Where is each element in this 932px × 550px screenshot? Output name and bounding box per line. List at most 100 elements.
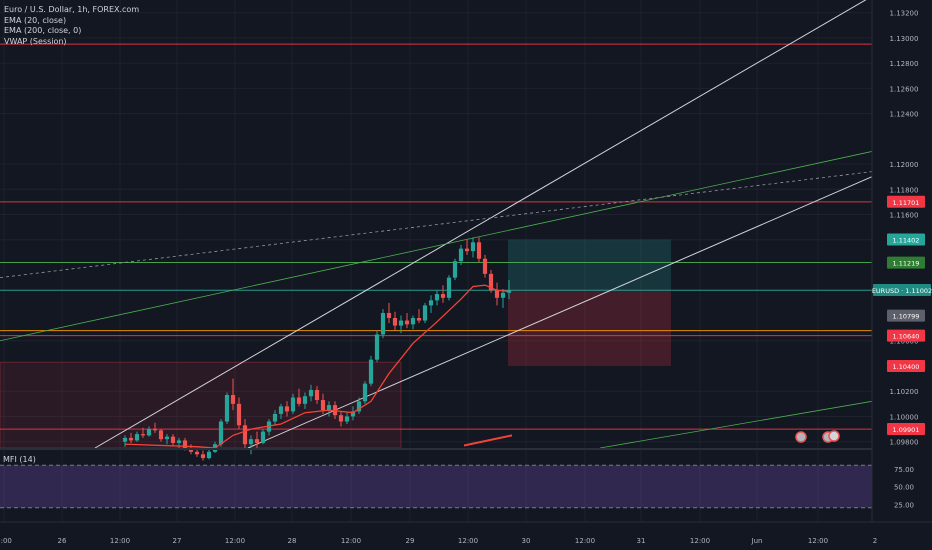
candle-body — [218, 421, 224, 445]
candle — [164, 434, 170, 445]
time-tick-label: 31 — [637, 537, 646, 545]
candle-body — [476, 242, 482, 259]
lower-green-line — [599, 400, 873, 449]
price-tick-label: 1.10200 — [890, 388, 919, 396]
candle — [428, 295, 434, 313]
price-tick-label: 1.12000 — [890, 161, 919, 169]
candle — [470, 237, 476, 258]
candle-body — [278, 406, 284, 414]
candle — [128, 432, 134, 443]
candle-body — [446, 277, 452, 298]
candle-body — [122, 437, 128, 442]
candle — [170, 434, 176, 446]
candle — [344, 412, 350, 425]
candle — [338, 411, 344, 427]
candle-body — [410, 318, 416, 325]
candles — [122, 237, 512, 461]
calendar-event-icon — [828, 430, 840, 442]
candle — [296, 388, 302, 407]
candle-body — [392, 318, 398, 326]
candle-body — [128, 437, 134, 441]
price-tick-label: 1.10600 — [890, 338, 919, 346]
candle — [452, 258, 458, 281]
price-label-badge — [887, 309, 925, 322]
candle — [374, 330, 380, 363]
candle-body — [158, 430, 164, 440]
legend-study-ema200[interactable]: EMA (200, close, 0) — [4, 26, 82, 35]
position-profit-zone — [508, 239, 671, 291]
candle — [458, 244, 464, 266]
mfi-band-fill — [0, 465, 872, 508]
legend-study-vwap[interactable]: VWAP (Session) — [4, 36, 67, 46]
legend-study-ema20[interactable]: EMA (20, close) — [4, 15, 67, 25]
candle — [218, 418, 224, 447]
calendar-event-icon — [795, 431, 807, 443]
price-label-badge — [887, 329, 925, 342]
candle — [506, 280, 512, 300]
candle-body — [356, 401, 362, 412]
candle — [356, 397, 362, 414]
candle — [134, 431, 140, 442]
ema-200-segment — [463, 434, 513, 447]
candle-body — [152, 429, 158, 431]
candle — [230, 378, 236, 411]
candle-body — [404, 320, 410, 325]
candle-body — [398, 320, 404, 326]
candle — [290, 393, 296, 414]
price-tick-label: 1.13200 — [890, 10, 919, 18]
candle-body — [458, 248, 464, 262]
time-tick-label: 27 — [173, 537, 182, 545]
chart-legend: Euro / U.S. Dollar, 1h, FOREX.com EMA (2… — [4, 5, 139, 47]
candle — [224, 392, 230, 425]
event-icons — [795, 430, 840, 443]
price-label-badge — [887, 233, 925, 246]
candle-body — [488, 273, 494, 291]
dashed-trend-line — [0, 171, 873, 279]
candle-body — [470, 242, 476, 252]
candle — [494, 282, 500, 306]
time-tick-label: 12:00 — [575, 537, 595, 545]
price-label-text: EURUSD · 1.11002 — [872, 287, 932, 295]
candle-body — [254, 439, 260, 443]
time-tick-label: 28 — [288, 537, 297, 545]
candle — [206, 449, 212, 460]
candle — [416, 309, 422, 324]
candle-body — [296, 397, 302, 404]
candle — [446, 275, 452, 301]
price-label-badge — [887, 422, 925, 435]
price-tick-label: 1.12800 — [890, 60, 919, 68]
candle-body — [236, 403, 242, 426]
position-loss-zone — [508, 290, 671, 366]
candle — [302, 392, 308, 409]
candle-body — [194, 451, 200, 455]
mfi-pane-label[interactable]: MFI (14) — [3, 455, 36, 464]
green-trend-line — [0, 151, 873, 342]
candle-body — [452, 261, 458, 278]
candle — [482, 254, 488, 278]
candle-body — [416, 318, 422, 321]
candle — [254, 431, 260, 448]
mfi-tick-label: 50.00 — [894, 484, 914, 492]
candle — [500, 288, 506, 308]
candle — [140, 427, 146, 438]
price-labels: 1.11402 1.11701 1.11219 EURUSD · 1.11002 1.1… — [872, 195, 932, 435]
candle — [404, 312, 410, 329]
candle-body — [500, 292, 506, 298]
time-axis-ticks: 2:00 26 12:00 27 12:00 28 12:00 29 12:00 30 12:00 3… — [0, 537, 877, 545]
price-tick-label: 1.12400 — [890, 111, 919, 119]
candle-body — [344, 416, 350, 422]
candle-body — [482, 258, 488, 274]
mfi-axis-ticks: 75.00 50.00 25.00 — [894, 466, 914, 510]
candle-body — [374, 334, 380, 360]
legend-symbol[interactable]: Euro / U.S. Dollar, 1h, FOREX.com — [4, 5, 140, 14]
time-axis — [0, 522, 932, 550]
candle — [326, 401, 332, 417]
candle — [152, 422, 158, 433]
candle-body — [206, 451, 212, 459]
price-tick-label: 1.12600 — [890, 85, 919, 93]
candle-body — [230, 394, 236, 404]
candle-body — [182, 440, 188, 448]
candle-body — [176, 440, 182, 443]
candle — [242, 418, 248, 448]
